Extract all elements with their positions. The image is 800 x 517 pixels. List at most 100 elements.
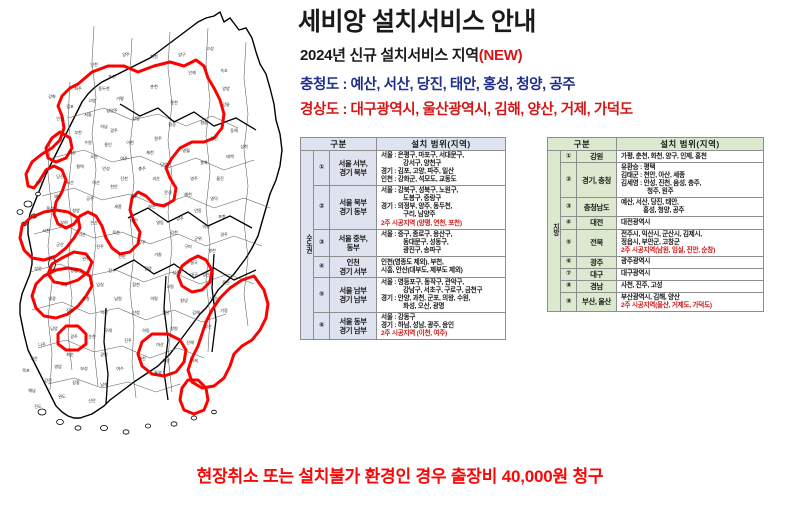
row-scope: 부산광역시, 김해, 양산 2주 시공지역(울산, 거제도, 가덕도) bbox=[616, 291, 765, 312]
svg-text:횡성: 횡성 bbox=[168, 121, 176, 127]
row-scope: 사천, 진주, 고성 bbox=[616, 279, 765, 293]
table-row: ③ 서울 중부, 동부 서울 : 중구, 종로구, 용산구, 동대문구, 성동구… bbox=[301, 228, 507, 257]
svg-text:인천: 인천 bbox=[56, 115, 64, 121]
row-scope: 대전광역시 bbox=[616, 216, 765, 230]
row-name: 서울 동부 경기 남부 bbox=[328, 311, 378, 340]
svg-text:울산: 울산 bbox=[222, 279, 230, 285]
table-row: ③ 충청남도 예산, 서산, 당진, 태안, 홍성, 청양, 공주 bbox=[548, 197, 765, 218]
column-header-scope: 설치 범위(지역) bbox=[616, 136, 765, 152]
svg-text:의령: 의령 bbox=[150, 295, 158, 301]
svg-text:영동: 영동 bbox=[156, 219, 164, 225]
svg-text:부여: 부여 bbox=[60, 219, 68, 225]
column-header-scope: 설치 범위(지역) bbox=[376, 136, 507, 152]
svg-text:울진: 울진 bbox=[216, 175, 224, 181]
svg-text:부천: 부천 bbox=[74, 129, 82, 135]
svg-text:보성: 보성 bbox=[80, 365, 88, 371]
svg-text:익산: 익산 bbox=[78, 231, 86, 237]
svg-text:당진: 당진 bbox=[56, 173, 64, 179]
row-index: ⑤ bbox=[560, 228, 577, 257]
table-row: ⑤ 전북 전주시, 익산시, 군산시, 김제시, 정읍시, 부안군, 고창군 2… bbox=[548, 228, 765, 257]
svg-text:함안: 함안 bbox=[162, 309, 170, 315]
subtitle-new-badge: (NEW) bbox=[478, 47, 523, 64]
svg-text:안동: 안동 bbox=[194, 207, 202, 213]
row-scope: 전주시, 익산시, 군산시, 김제시, 정읍시, 부안군, 고창군 2주 시공지… bbox=[616, 228, 765, 257]
table-row: ⑥ 광주 광주광역시 bbox=[548, 255, 765, 269]
map-islands bbox=[16, 191, 217, 435]
table-capital-area: 구분 설치 범위(지역) 수도권 ① 서울 서부, 경기 북부 서울 : 은평구… bbox=[299, 136, 507, 340]
svg-text:의성: 의성 bbox=[202, 223, 210, 229]
svg-text:홍성: 홍성 bbox=[46, 205, 54, 211]
svg-text:경주: 경주 bbox=[220, 231, 228, 237]
svg-text:정읍: 정읍 bbox=[70, 267, 78, 273]
row-name: 충청남도 bbox=[575, 197, 618, 218]
svg-text:광양: 광양 bbox=[100, 351, 108, 357]
page-title: 세비앙 설치서비스 안내 bbox=[298, 8, 536, 36]
row-name: 강원 bbox=[575, 150, 618, 164]
svg-text:광주: 광주 bbox=[110, 127, 118, 133]
row-index: ① bbox=[313, 150, 330, 187]
svg-text:단양: 단양 bbox=[160, 161, 168, 167]
row-name: 광주 bbox=[575, 255, 618, 269]
svg-text:영암: 영암 bbox=[54, 363, 62, 369]
two-week-note: 2주 시공지역 (양평, 연천, 포천) bbox=[381, 219, 462, 227]
table-header-row: 구분 설치 범위(지역) bbox=[299, 136, 507, 152]
svg-text:청주: 청주 bbox=[130, 193, 138, 199]
svg-text:거제: 거제 bbox=[190, 357, 198, 363]
svg-text:괴산: 괴산 bbox=[152, 175, 160, 181]
table-row: ⑤ 서울 남부 경기 남부 서울 : 영등포구, 동작구, 관악구, 강남구, … bbox=[301, 276, 507, 313]
row-name: 인천 경기 서부 bbox=[328, 255, 378, 278]
south-korea-service-area-map: 인천 양주 화천 양구 고성 속초 포천 인제 양양 파주 동두천 춘천 강화 고양 가평 홍천 강릉… bbox=[8, 8, 294, 456]
svg-text:충주: 충주 bbox=[138, 165, 146, 171]
svg-text:인제: 인제 bbox=[188, 69, 196, 75]
table-header-row: 구분 설치 범위(지역) bbox=[546, 136, 765, 152]
svg-text:파주: 파주 bbox=[74, 85, 82, 91]
row-name: 전북 bbox=[575, 228, 618, 257]
table-row: ④ 인천 경기 서부 인천(영종도 제외), 부천, 시흥, 안산(대부도, 제… bbox=[301, 255, 507, 278]
svg-text:임실: 임실 bbox=[96, 281, 104, 287]
svg-text:거창: 거창 bbox=[154, 251, 162, 257]
svg-text:양산: 양산 bbox=[210, 295, 218, 301]
svg-text:함양: 함양 bbox=[144, 265, 152, 271]
svg-text:담양: 담양 bbox=[50, 325, 58, 331]
row-index: ⑧ bbox=[560, 279, 577, 293]
svg-text:경산: 경산 bbox=[202, 271, 210, 277]
svg-text:홍천: 홍천 bbox=[170, 99, 178, 105]
svg-text:동해: 동해 bbox=[230, 127, 238, 133]
svg-text:완도: 완도 bbox=[58, 393, 66, 399]
row-name: 경기, 충청 bbox=[575, 162, 618, 199]
svg-text:영월: 영월 bbox=[182, 147, 190, 153]
svg-text:고양: 고양 bbox=[88, 97, 96, 103]
svg-text:평택: 평택 bbox=[76, 163, 84, 169]
row-scope: 서울 : 은평구, 마포구, 서대문구, 강서구, 양천구 경기 : 김포, 고… bbox=[376, 150, 507, 187]
svg-text:군산: 군산 bbox=[56, 241, 64, 247]
row-index: ⑥ bbox=[313, 311, 330, 340]
row-name: 경남 bbox=[575, 279, 618, 293]
svg-text:순창: 순창 bbox=[82, 295, 90, 301]
row-scope: 대구광역시 bbox=[616, 267, 765, 281]
row-name: 부산, 울산 bbox=[575, 291, 618, 312]
group-label-capital: 수도권 bbox=[300, 150, 314, 340]
footer-note: 현장취소 또는 설치불가 환경인 경우 출장비 40,000원 청구 bbox=[196, 467, 604, 486]
svg-text:남해: 남해 bbox=[100, 381, 108, 387]
row-name: 서울 남부 경기 남부 bbox=[328, 276, 378, 313]
row-scope: 서울 : 중구, 종로구, 용산구, 동대문구, 성동구, 광진구, 송파구 bbox=[376, 228, 507, 257]
subtitle-main: 2024년 신규 설치서비스 지역 bbox=[300, 47, 479, 64]
svg-text:남양주: 남양주 bbox=[106, 107, 118, 113]
row-index: ⑥ bbox=[560, 255, 577, 269]
two-week-note: 2주 시공지역(울산, 거제도, 가덕도) bbox=[621, 301, 712, 309]
svg-text:원주: 원주 bbox=[154, 135, 162, 141]
svg-text:여주: 여주 bbox=[120, 155, 128, 161]
svg-text:삼척: 삼척 bbox=[240, 143, 248, 149]
svg-text:군위: 군위 bbox=[194, 235, 202, 241]
svg-text:문경: 문경 bbox=[164, 189, 172, 195]
svg-text:김해: 김해 bbox=[192, 309, 200, 315]
svg-text:해남: 해남 bbox=[28, 387, 36, 393]
svg-text:예천: 예천 bbox=[184, 191, 192, 197]
svg-text:양평: 양평 bbox=[132, 115, 140, 121]
row-name: 서울 중부, 동부 bbox=[328, 228, 378, 257]
svg-text:여수: 여수 bbox=[116, 365, 124, 371]
table-row: ⑥ 서울 동부 경기 남부 서울 : 강동구 경기 : 하남, 성남, 광주, … bbox=[301, 311, 507, 340]
svg-text:합천: 합천 bbox=[132, 281, 140, 287]
column-header-gubun: 구분 bbox=[546, 136, 618, 152]
row-index: ⑦ bbox=[560, 267, 577, 281]
